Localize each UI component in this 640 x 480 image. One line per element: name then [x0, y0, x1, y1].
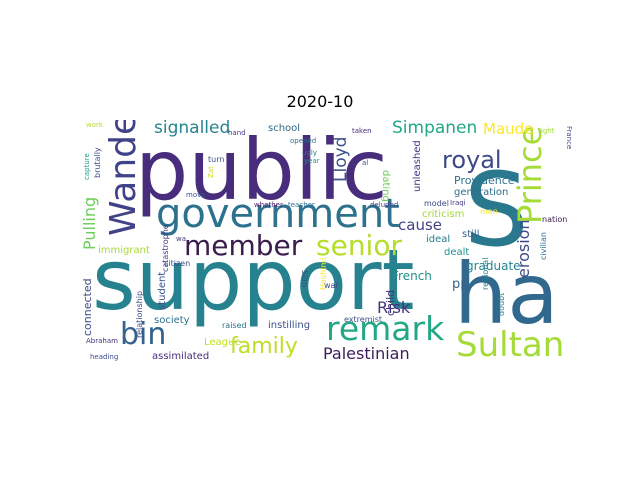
word: immigrant — [98, 245, 150, 256]
word: Simpanen — [392, 120, 478, 138]
word: Maude — [483, 120, 534, 138]
word: move — [186, 191, 206, 199]
word: government — [156, 191, 400, 237]
word: League — [204, 337, 241, 348]
word: brutally — [93, 147, 102, 178]
word: criticism — [422, 209, 465, 220]
word: wa — [176, 235, 187, 243]
word: Hashimi — [319, 257, 328, 290]
word: Pulling — [80, 196, 99, 250]
word: remark — [326, 309, 445, 348]
chart-title: 2020-10 — [286, 92, 354, 111]
word: catastrophe — [161, 224, 170, 272]
word: raised — [222, 321, 247, 330]
word: child — [384, 289, 397, 316]
word: society — [154, 315, 190, 326]
word: France — [565, 126, 573, 150]
word: Iraqi — [450, 199, 466, 207]
word: Wander — [103, 120, 144, 236]
word: war — [324, 281, 339, 290]
word: support — [92, 231, 415, 329]
word: regional — [481, 257, 490, 290]
word: Palestinian — [323, 344, 410, 363]
word: work — [86, 121, 103, 129]
word: still — [462, 229, 480, 240]
word: taken — [352, 127, 372, 135]
word: al — [362, 159, 369, 167]
word: dealt — [444, 247, 470, 258]
word-cloud: public support S ha government Wander Pr… — [80, 120, 576, 368]
word: school — [268, 123, 301, 134]
word: relationship — [135, 290, 144, 338]
word: ideal — [426, 234, 451, 245]
word: assimilated — [152, 351, 210, 362]
word: deluded — [370, 201, 399, 209]
word: royal — [442, 146, 502, 174]
word: Abraham — [86, 337, 118, 345]
word: public — [135, 121, 388, 219]
word: nation — [542, 215, 568, 224]
word: year — [304, 157, 320, 165]
word: capture — [83, 153, 91, 180]
word: Providence — [454, 174, 515, 187]
word: opened — [290, 137, 317, 145]
word: member — [184, 229, 303, 262]
word: doubt — [497, 292, 506, 316]
word: whether — [254, 201, 283, 209]
word: Slim — [300, 270, 309, 288]
word: heading — [90, 353, 119, 361]
word: Prince — [511, 125, 549, 224]
word: hand — [228, 129, 246, 137]
word: signalled — [154, 120, 231, 138]
word: pp — [452, 277, 469, 292]
word: graduate — [466, 259, 521, 273]
word: extremist — [344, 315, 383, 324]
word: connected — [81, 278, 94, 336]
word: cause — [398, 216, 442, 234]
word: senior — [316, 229, 402, 262]
word: student — [157, 271, 168, 310]
word: ugly — [302, 149, 317, 157]
word: man — [480, 207, 498, 216]
word: Risk — [377, 298, 411, 317]
word: ha — [454, 245, 559, 343]
word: citizen — [164, 259, 191, 268]
word: Zat — [207, 166, 215, 178]
word: teacher — [288, 201, 315, 209]
word: bin — [120, 317, 167, 352]
word: model — [424, 199, 449, 208]
word: Sultan — [456, 325, 565, 365]
word: French — [392, 269, 432, 283]
word: right — [538, 127, 555, 135]
word: family — [230, 334, 298, 359]
word: civilian — [539, 232, 548, 260]
word: S — [464, 151, 529, 270]
word: instilling — [268, 320, 311, 331]
word: Lloyd — [331, 136, 351, 182]
word: unleashed — [412, 140, 423, 192]
word: dating — [380, 170, 391, 202]
word: turn — [208, 155, 225, 164]
word: generation — [454, 187, 509, 198]
